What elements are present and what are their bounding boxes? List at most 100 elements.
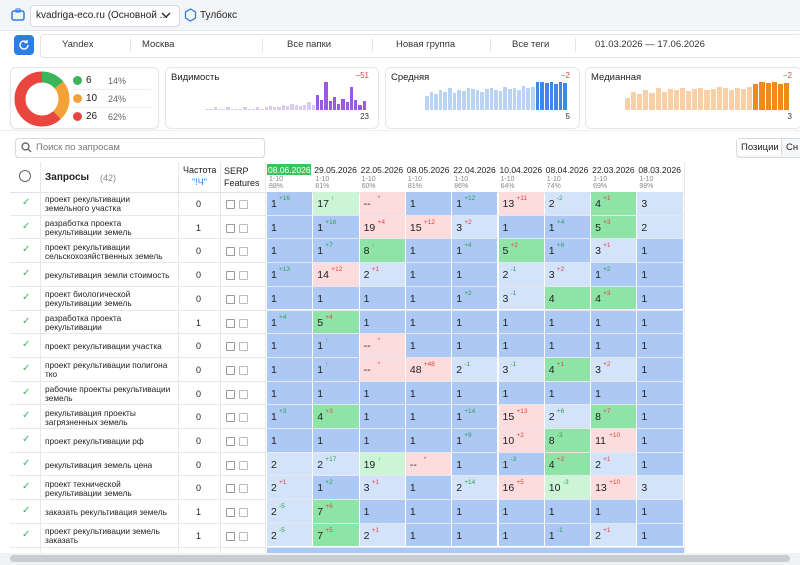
position-value: 1 (641, 292, 648, 305)
position-value: 2 (548, 198, 555, 210)
filter-label[interactable]: Yandex (62, 39, 94, 50)
position-value: 17 (317, 198, 329, 210)
position-value: 16 (502, 482, 515, 495)
position-cell (637, 192, 683, 215)
position-value: 2 (271, 482, 277, 495)
search-icon (21, 142, 32, 153)
position-cell (359, 192, 405, 215)
date-label: 22.05.2026 (360, 165, 404, 175)
position-cell (591, 357, 637, 381)
serp-icon (226, 318, 235, 328)
legend-percent: 24% (108, 94, 127, 104)
refresh-icon (19, 40, 29, 50)
filter-label[interactable]: Новая группа (396, 39, 456, 50)
position-cell (313, 476, 359, 500)
position-cell (313, 334, 359, 357)
position-change: +4 (464, 242, 472, 250)
position-cell (637, 429, 683, 452)
legend-percent: 14% (108, 76, 127, 86)
position-cell (591, 429, 637, 452)
check-icon: ✓ (22, 410, 31, 422)
frequency: 0 (196, 412, 202, 423)
position-value: 1 (271, 435, 277, 447)
position-change: * (423, 455, 427, 463)
position-cell (637, 263, 683, 286)
position-cell (544, 405, 591, 428)
position-cell (405, 192, 452, 215)
spark-bar (209, 108, 213, 110)
position-value: 3 (595, 245, 601, 258)
refresh-button[interactable] (14, 35, 34, 55)
spark-bar (443, 92, 448, 110)
position-cell (313, 405, 359, 428)
position-change: +16 (325, 218, 337, 226)
tab-label[interactable]: Позиции (741, 142, 779, 153)
position-cell (498, 239, 544, 263)
spark-bar (526, 88, 531, 110)
position-value: 1 (456, 529, 463, 542)
spark-bar (205, 108, 209, 110)
position-change: +13 (279, 266, 291, 274)
position-value: 1 (456, 506, 463, 519)
frequency: 1 (196, 507, 202, 518)
query-text: рекультивация земель цена (45, 459, 153, 470)
position-value: 5 (595, 221, 601, 234)
tab-active[interactable] (737, 139, 782, 155)
date-top: 74% (546, 183, 561, 190)
toolbox-link[interactable]: Тулбокс (200, 10, 237, 21)
position-cell (591, 476, 637, 500)
project-select[interactable] (30, 5, 180, 27)
header-freq-sub: "!Ч" (192, 177, 207, 187)
spark-bar (686, 91, 692, 110)
position-cell (359, 286, 405, 310)
position-cell (359, 263, 405, 286)
donut-segment (14, 71, 70, 127)
frequency: 1 (196, 317, 202, 328)
date-label: 10.04.2026 (499, 165, 543, 175)
donut-segment (14, 71, 70, 127)
spark-bar-recent (354, 99, 358, 110)
position-change: +1 (371, 266, 380, 274)
position-value: 3 (363, 482, 370, 495)
filter-label[interactable]: Все теги (512, 39, 550, 50)
position-value: 1 (317, 482, 324, 495)
spark-bar (294, 104, 298, 110)
search-input[interactable] (15, 138, 265, 158)
spark-bar-recent (324, 82, 328, 110)
position-value: 48 (409, 363, 422, 376)
scrollbar-thumb[interactable] (10, 555, 790, 562)
position-change: +3 (603, 289, 611, 297)
position-value: 1 (271, 269, 277, 282)
position-cell (452, 500, 498, 523)
position-cell (637, 310, 683, 334)
position-value: 8 (363, 245, 370, 258)
legend-divider (73, 107, 151, 108)
position-cell (637, 405, 683, 428)
query-text: проект биологической рекультивации земел… (45, 289, 132, 309)
position-change: * (377, 195, 381, 202)
card-delta: −51 (355, 71, 369, 80)
spark-bar (698, 88, 704, 110)
spark-bar (277, 107, 281, 110)
position-cell (452, 334, 498, 357)
position-value: 1 (641, 269, 648, 282)
position-change: +2 (556, 266, 565, 274)
spark-bar (480, 92, 484, 110)
spark-bar-recent (765, 83, 771, 110)
filter-label[interactable]: Все папки (287, 39, 332, 50)
check-icon: ✓ (22, 244, 31, 256)
position-change: +2 (516, 432, 524, 439)
position-cell (313, 429, 359, 452)
date-label: 22.03.2026 (592, 165, 635, 175)
position-cell (498, 334, 544, 357)
spark-bar-recent (759, 82, 765, 110)
spark-bar (239, 108, 243, 110)
position-cell (637, 215, 683, 239)
position-change: +4 (279, 313, 287, 321)
filter-label[interactable]: Москва (142, 39, 175, 50)
serp-icon (239, 294, 248, 304)
tab-label[interactable]: Сн (786, 142, 799, 153)
filter-label[interactable]: 01.03.2026 — 17.06.2026 (595, 39, 705, 50)
position-change: -2 (556, 195, 563, 202)
position-value: 1 (548, 221, 555, 234)
